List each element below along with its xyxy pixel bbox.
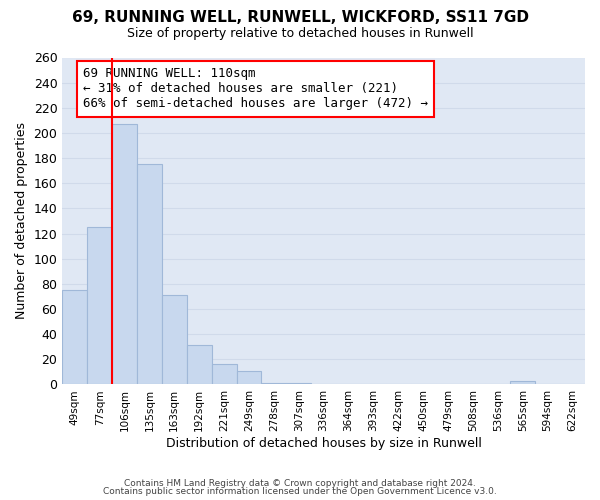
Bar — [162, 295, 187, 384]
Bar — [87, 228, 112, 384]
Bar — [511, 380, 535, 384]
Text: Contains HM Land Registry data © Crown copyright and database right 2024.: Contains HM Land Registry data © Crown c… — [124, 478, 476, 488]
Text: Size of property relative to detached houses in Runwell: Size of property relative to detached ho… — [127, 28, 473, 40]
Y-axis label: Number of detached properties: Number of detached properties — [15, 122, 28, 320]
Bar — [137, 164, 162, 384]
Bar — [262, 383, 286, 384]
Text: 69 RUNNING WELL: 110sqm
← 31% of detached houses are smaller (221)
66% of semi-d: 69 RUNNING WELL: 110sqm ← 31% of detache… — [83, 68, 428, 110]
Text: 69, RUNNING WELL, RUNWELL, WICKFORD, SS11 7GD: 69, RUNNING WELL, RUNWELL, WICKFORD, SS1… — [71, 10, 529, 25]
Bar — [286, 383, 311, 384]
Bar — [62, 290, 87, 384]
Bar — [187, 346, 212, 385]
Bar — [112, 124, 137, 384]
X-axis label: Distribution of detached houses by size in Runwell: Distribution of detached houses by size … — [166, 437, 482, 450]
Bar — [236, 370, 262, 384]
Bar — [212, 364, 236, 384]
Text: Contains public sector information licensed under the Open Government Licence v3: Contains public sector information licen… — [103, 487, 497, 496]
